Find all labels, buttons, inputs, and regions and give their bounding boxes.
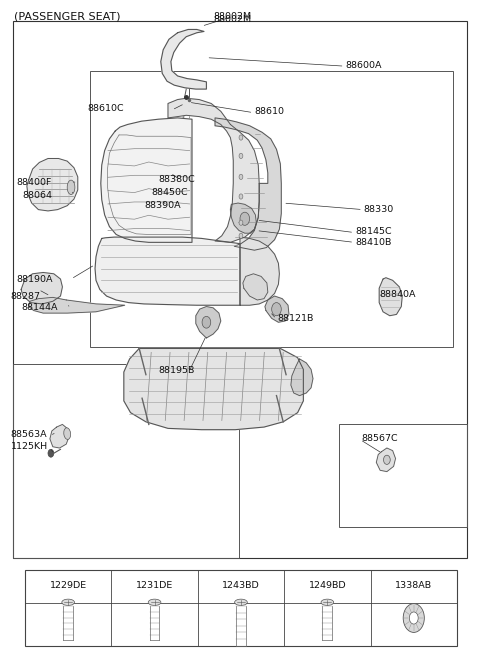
Circle shape (272, 303, 281, 316)
Text: 88450C: 88450C (152, 188, 188, 197)
Ellipse shape (67, 180, 75, 195)
Ellipse shape (148, 599, 161, 605)
Polygon shape (243, 274, 268, 300)
Text: 88567C: 88567C (361, 434, 397, 443)
Text: 88400F: 88400F (16, 178, 52, 187)
Text: 1229DE: 1229DE (49, 580, 87, 590)
Text: 88840A: 88840A (379, 290, 416, 299)
Circle shape (409, 612, 418, 624)
Polygon shape (101, 118, 192, 242)
Text: 88600A: 88600A (346, 61, 382, 70)
Text: (PASSENGER SEAT): (PASSENGER SEAT) (14, 12, 121, 22)
Polygon shape (27, 159, 78, 211)
Polygon shape (161, 29, 206, 89)
Circle shape (239, 174, 243, 179)
Text: 1338AB: 1338AB (395, 580, 432, 590)
Text: 88002M: 88002M (214, 15, 252, 24)
Polygon shape (95, 237, 240, 305)
Polygon shape (265, 296, 289, 322)
Text: 88410B: 88410B (355, 238, 392, 247)
Circle shape (239, 135, 243, 140)
Polygon shape (168, 98, 259, 242)
Circle shape (403, 604, 424, 633)
Text: 88330: 88330 (364, 205, 394, 214)
Text: 88380C: 88380C (158, 175, 195, 184)
Text: 1249BD: 1249BD (309, 580, 346, 590)
Text: 1125KH: 1125KH (11, 442, 48, 451)
Polygon shape (50, 424, 69, 448)
Polygon shape (240, 237, 279, 305)
Text: 88390A: 88390A (144, 200, 180, 210)
Circle shape (202, 316, 211, 328)
Ellipse shape (235, 599, 247, 605)
Circle shape (48, 449, 54, 457)
Text: 88563A: 88563A (11, 430, 47, 440)
Text: 88121B: 88121B (277, 314, 314, 323)
Polygon shape (291, 359, 313, 396)
Text: 88610: 88610 (254, 107, 284, 116)
Ellipse shape (321, 599, 334, 605)
Ellipse shape (64, 428, 71, 440)
Text: 88002M: 88002M (214, 12, 252, 21)
Polygon shape (21, 272, 62, 304)
Text: 1243BD: 1243BD (222, 580, 260, 590)
Text: 88610C: 88610C (87, 104, 124, 113)
Circle shape (239, 153, 243, 159)
Text: 88195B: 88195B (158, 366, 195, 375)
Circle shape (239, 233, 243, 238)
Bar (339, 424, 467, 527)
Text: 88190A: 88190A (16, 274, 53, 284)
Polygon shape (376, 448, 396, 472)
Text: 88145C: 88145C (355, 227, 392, 236)
Text: 1231DE: 1231DE (136, 580, 173, 590)
Circle shape (239, 220, 243, 225)
Circle shape (240, 212, 250, 225)
Polygon shape (215, 118, 281, 250)
Polygon shape (379, 278, 402, 316)
Polygon shape (230, 203, 256, 233)
Bar (13, 364, 239, 558)
Circle shape (384, 455, 390, 464)
Text: 88064: 88064 (22, 191, 52, 200)
Text: 88287: 88287 (11, 291, 40, 301)
Polygon shape (29, 297, 125, 313)
Polygon shape (124, 348, 303, 430)
Polygon shape (196, 307, 221, 338)
Ellipse shape (62, 599, 74, 605)
Bar (13, 21, 467, 558)
Text: 88144A: 88144A (21, 303, 58, 312)
Bar (25, 570, 457, 646)
Circle shape (239, 194, 243, 199)
Bar (90, 71, 453, 347)
